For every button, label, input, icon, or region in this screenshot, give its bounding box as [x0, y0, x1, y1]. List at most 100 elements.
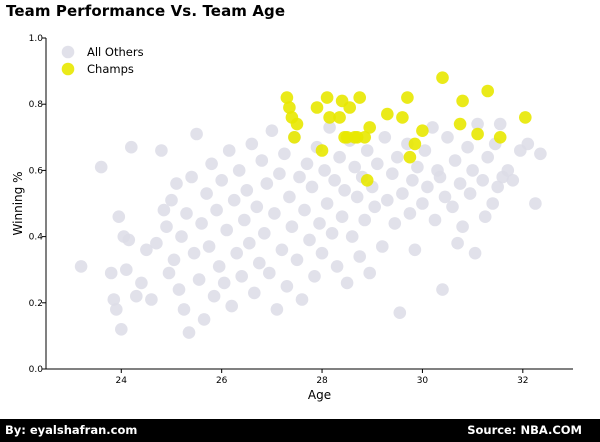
data-point: [170, 177, 183, 190]
champ-point: [333, 111, 346, 124]
data-point: [305, 180, 319, 194]
data-point: [456, 220, 469, 233]
data-point: [486, 197, 500, 210]
data-point: [202, 240, 216, 253]
data-point: [177, 303, 191, 316]
data-point: [110, 303, 123, 316]
data-point: [115, 323, 128, 336]
data-point: [112, 210, 126, 223]
data-point: [140, 243, 153, 257]
data-point: [290, 253, 304, 267]
data-point: [453, 177, 467, 190]
data-point: [205, 157, 218, 171]
data-point: [74, 260, 88, 273]
data-point: [260, 177, 274, 190]
data-point: [207, 289, 221, 303]
champ-point: [416, 124, 429, 137]
data-point: [438, 190, 452, 204]
data-point: [345, 230, 359, 243]
data-point: [300, 157, 314, 171]
data-point: [210, 203, 223, 217]
points-layer: [74, 71, 547, 339]
data-point: [122, 233, 136, 247]
data-point: [436, 283, 449, 296]
data-point: [255, 154, 269, 167]
data-point: [493, 117, 507, 131]
data-point: [408, 243, 422, 257]
data-point: [441, 131, 454, 144]
data-point: [303, 233, 316, 247]
champ-point: [360, 174, 374, 187]
data-point: [386, 167, 399, 180]
data-point: [265, 124, 279, 137]
champ-point: [381, 107, 394, 121]
data-point: [250, 200, 264, 214]
champ-point: [315, 144, 329, 157]
legend-label-all-others: All Others: [87, 45, 144, 59]
data-point: [222, 144, 236, 157]
data-point: [403, 207, 417, 220]
data-point: [318, 164, 331, 177]
data-point: [145, 293, 158, 306]
data-point: [293, 170, 306, 184]
data-point: [252, 256, 266, 270]
champ-point: [456, 94, 469, 108]
champ-point: [401, 91, 414, 104]
champ-point: [358, 131, 372, 144]
data-point: [130, 289, 143, 303]
data-point: [283, 190, 296, 204]
data-point: [448, 154, 462, 167]
series-all-others: [74, 117, 547, 339]
data-point: [328, 174, 341, 187]
data-point: [167, 253, 181, 267]
data-point: [376, 240, 389, 253]
data-point: [360, 144, 374, 157]
data-point: [135, 276, 148, 290]
data-point: [120, 263, 133, 277]
data-point: [165, 193, 178, 207]
data-point: [313, 217, 326, 230]
data-point: [421, 180, 434, 194]
data-point: [428, 213, 442, 227]
footer-credit: By: eyalshafran.com: [5, 423, 138, 437]
data-point: [529, 197, 542, 210]
data-point: [325, 227, 339, 240]
data-point: [506, 174, 520, 187]
data-point: [295, 293, 309, 306]
data-point: [125, 140, 138, 154]
data-point: [476, 174, 490, 187]
y-tick-label: 0.2: [29, 299, 43, 309]
data-point: [478, 210, 492, 223]
y-tick-label: 0.6: [29, 166, 44, 176]
data-point: [268, 207, 281, 220]
x-tick-label: 26: [216, 376, 228, 386]
data-point: [416, 197, 429, 210]
data-point: [157, 203, 171, 217]
axes-layer: 24 26 28 30 32 0.0 0.2 0.4 0.6 0.8 1.0 Age Winning %: [11, 34, 573, 402]
legend-marker-champs: [61, 62, 75, 76]
data-point: [363, 266, 377, 280]
data-point: [200, 187, 213, 200]
champ-point: [283, 101, 296, 114]
champ-point: [280, 91, 294, 104]
data-point: [501, 164, 515, 177]
data-point: [308, 270, 321, 283]
data-point: [393, 306, 407, 320]
legend: All Others Champs: [61, 45, 144, 76]
data-point: [446, 200, 459, 214]
data-point: [333, 150, 346, 164]
data-point: [368, 200, 382, 214]
champ-point: [519, 111, 532, 124]
data-point: [227, 193, 241, 207]
champ-point: [343, 101, 357, 114]
champ-point: [323, 111, 336, 124]
data-point: [353, 250, 367, 263]
data-point: [451, 236, 464, 250]
data-point: [235, 270, 248, 283]
data-point: [232, 164, 246, 177]
data-point: [463, 187, 477, 200]
data-point: [155, 144, 168, 157]
x-tick-label: 32: [517, 376, 528, 386]
footer-bar: By: eyalshafran.com Source: NBA.COM: [0, 419, 600, 442]
y-tick-label: 0.8: [29, 100, 44, 110]
